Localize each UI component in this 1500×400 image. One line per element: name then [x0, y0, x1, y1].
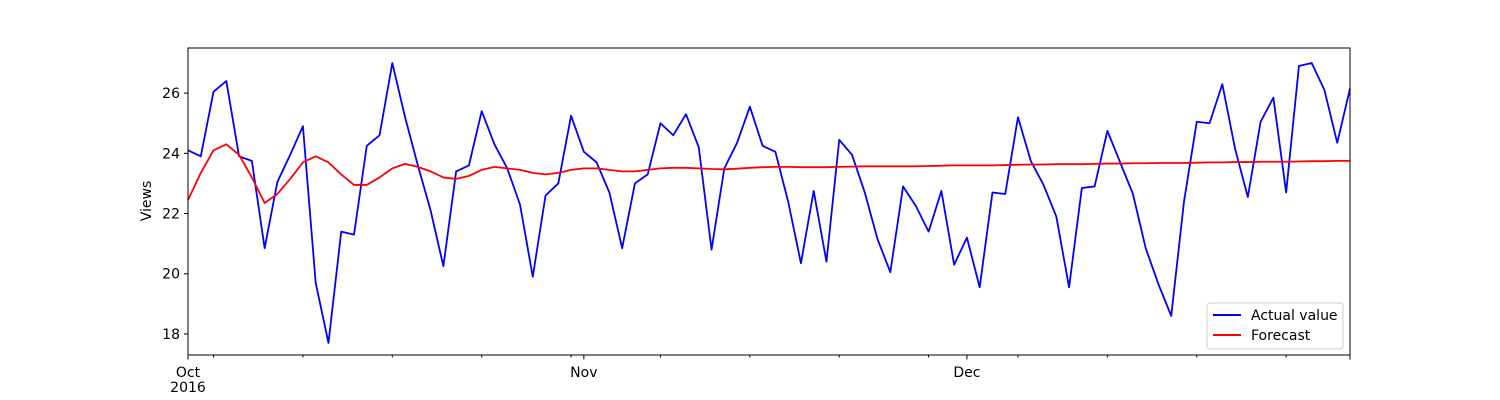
axes-frame — [187, 47, 1351, 356]
plot-area — [187, 62, 1351, 344]
x-tick-year-label: 2016 — [170, 380, 206, 396]
series-line-forecast — [187, 143, 1350, 204]
y-tick-label: 20 — [162, 267, 180, 283]
y-tick-label: 22 — [162, 207, 180, 223]
x-tick-label: Dec — [953, 365, 980, 381]
legend-label-forecast: Forecast — [1251, 328, 1311, 344]
legend: Actual value Forecast — [1206, 302, 1344, 350]
x-tick-label: Oct — [176, 365, 201, 381]
y-tick-label: 24 — [162, 146, 180, 162]
series-line-actual-value — [187, 62, 1351, 344]
y-axis-label: Views — [139, 181, 155, 222]
y-tick-label: 26 — [162, 86, 180, 102]
y-tick-label: 18 — [162, 327, 180, 343]
series-layer — [187, 62, 1351, 344]
x-tick-label: Nov — [570, 365, 597, 381]
legend-label-actual: Actual value — [1251, 308, 1338, 324]
y-axis: 18 20 22 24 26 — [162, 86, 188, 343]
